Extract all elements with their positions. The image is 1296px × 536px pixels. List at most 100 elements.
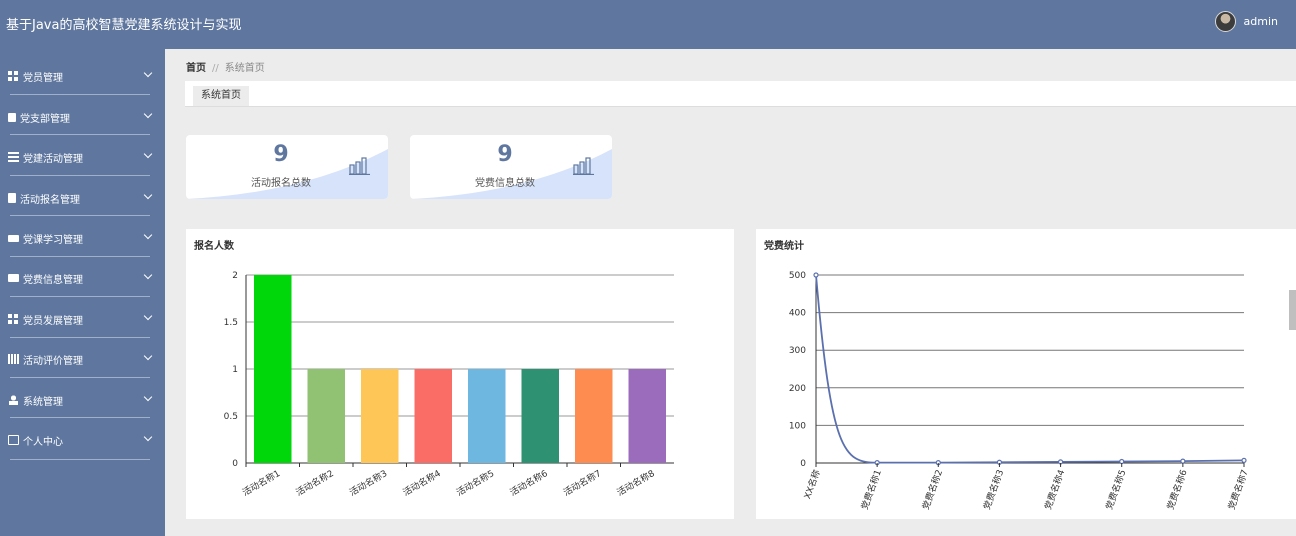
avatar[interactable] — [1214, 11, 1236, 32]
sidebar: 党员管理 党支部管理 党建活动管理 活动报名管理 党课学习管理 党费信息管理 党… — [0, 49, 165, 536]
wave-decoration — [410, 149, 612, 199]
x-tick-label: 活动名称1 — [240, 467, 282, 498]
scrollbar-thumb[interactable] — [1289, 290, 1296, 330]
divider — [10, 175, 150, 176]
x-tick-label: 活动名称3 — [347, 467, 389, 498]
breadcrumb-separator: // — [212, 63, 219, 74]
x-tick-label: 党费名称6 — [1164, 468, 1190, 512]
sidebar-item-label: 党费信息管理 — [23, 274, 83, 286]
stat-card-fees: 9 党费信息总数 — [410, 135, 612, 199]
sidebar-item-label: 党支部管理 — [20, 113, 70, 125]
tab-bar: 系统首页 — [185, 81, 1296, 107]
stat-label: 党费信息总数 — [475, 178, 535, 189]
fee-chart-panel: 党费统计 0 100 200 300 400 500 XX名称 党费名称1 党费名称2 党费名称3… — [756, 229, 1296, 519]
sidebar-item-label: 党员发展管理 — [23, 315, 83, 327]
x-tick-label: 活动名称6 — [508, 467, 550, 498]
chart-title: 党费统计 — [764, 241, 804, 252]
breadcrumb-home[interactable]: 首页 — [186, 63, 206, 74]
chevron-down-icon — [143, 351, 153, 361]
sidebar-item-signup[interactable]: 活动报名管理 — [0, 178, 165, 218]
series-line — [815, 274, 1245, 464]
line-chart: 0 100 200 300 400 500 XX名称 党费名称1 党费名称2 党费名称3 党费名称4… — [789, 271, 1251, 512]
bar — [575, 369, 613, 463]
chevron-down-icon — [143, 149, 153, 159]
sidebar-item-evaluation[interactable]: 活动评价管理 — [0, 339, 165, 379]
divider — [10, 337, 150, 338]
app-title: 基于Java的高校智慧党建系统设计与实现 — [6, 18, 242, 33]
chevron-down-icon — [143, 230, 153, 240]
divider — [10, 417, 150, 418]
x-tick-label: 党费名称1 — [858, 468, 884, 511]
bar — [468, 369, 506, 463]
divider — [10, 94, 150, 95]
sidebar-item-activity[interactable]: 党建活动管理 — [0, 137, 165, 177]
divider — [10, 256, 150, 257]
flag-icon — [8, 112, 16, 122]
grid-icon — [8, 71, 19, 81]
document-icon — [8, 193, 16, 203]
y-tick-label: 300 — [789, 346, 806, 356]
signup-chart-panel: 报名人数 0 0.5 1 1.5 2 活动名称1 活动名称2 活动名称3 活动名称4 活动名称5 活… — [186, 229, 734, 519]
stat-value: 9 — [273, 142, 289, 167]
username[interactable]: admin — [1243, 15, 1278, 28]
x-tick-label: 党费名称2 — [920, 468, 946, 511]
user-menu[interactable]: admin — [1214, 11, 1278, 32]
y-tick-label: 1.5 — [224, 318, 238, 328]
data-point — [1119, 458, 1125, 465]
sidebar-item-branch[interactable]: 党支部管理 — [0, 97, 165, 137]
y-tick-label: 200 — [789, 384, 806, 394]
sidebar-item-party-member[interactable]: 党员管理 — [0, 56, 165, 96]
y-tick-label: 100 — [789, 421, 806, 431]
sidebar-item-system[interactable]: 系统管理 — [0, 380, 165, 420]
sidebar-item-profile[interactable]: 个人中心 — [0, 420, 165, 460]
wave-decoration — [186, 149, 388, 199]
bar — [521, 369, 559, 463]
sliders-icon — [8, 152, 19, 162]
x-tick-label: 活动名称8 — [615, 467, 657, 498]
breadcrumb: 首页 // 系统首页 — [186, 59, 265, 74]
y-tick-label: 0.5 — [224, 412, 238, 422]
bar-chart-icon — [573, 157, 594, 175]
chevron-down-icon — [143, 109, 153, 119]
x-tick-label: 党费名称5 — [1103, 468, 1129, 511]
divider — [10, 215, 150, 216]
x-tick-label: 活动名称4 — [401, 467, 443, 498]
divider — [10, 296, 150, 297]
divider — [10, 459, 150, 460]
bar-chart-icon — [349, 157, 370, 175]
data-point — [1180, 458, 1186, 464]
chevron-down-icon — [143, 270, 153, 280]
money-icon — [8, 274, 19, 282]
x-tick-label: 党费名称3 — [981, 468, 1007, 511]
grid-icon — [8, 314, 19, 324]
stat-label: 活动报名总数 — [251, 178, 311, 189]
x-tick-label: 活动名称5 — [454, 467, 496, 498]
bar — [628, 369, 666, 463]
y-tick-label: 2 — [232, 271, 238, 281]
divider — [10, 377, 150, 378]
divider — [10, 134, 150, 135]
sidebar-item-label: 党课学习管理 — [23, 234, 83, 246]
sidebar-item-label: 系统管理 — [23, 396, 63, 408]
y-tick-label: 0 — [232, 459, 238, 469]
bar — [361, 369, 399, 463]
breadcrumb-current: 系统首页 — [224, 63, 265, 74]
stat-card-signups: 9 活动报名总数 — [186, 135, 388, 199]
bar — [307, 369, 345, 463]
x-tick-label: 党费名称4 — [1042, 468, 1068, 512]
sidebar-item-fee[interactable]: 党费信息管理 — [0, 258, 165, 298]
top-header: 基于Java的高校智慧党建系统设计与实现 admin — [0, 0, 1296, 49]
chevron-down-icon — [143, 432, 153, 442]
tab-dashboard[interactable]: 系统首页 — [193, 86, 249, 106]
data-point — [1241, 457, 1247, 463]
x-tick-label: 活动名称2 — [294, 467, 336, 498]
sidebar-item-label: 活动报名管理 — [20, 194, 80, 206]
sidebar-item-label: 党员管理 — [23, 72, 63, 84]
x-tick-label: 党费名称7 — [1225, 468, 1251, 511]
sidebar-item-development[interactable]: 党员发展管理 — [0, 299, 165, 339]
stat-value: 9 — [497, 142, 513, 167]
y-tick-label: 1 — [232, 365, 238, 375]
person-icon — [8, 395, 19, 405]
sidebar-item-course[interactable]: 党课学习管理 — [0, 218, 165, 258]
y-tick-label: 0 — [800, 459, 806, 469]
